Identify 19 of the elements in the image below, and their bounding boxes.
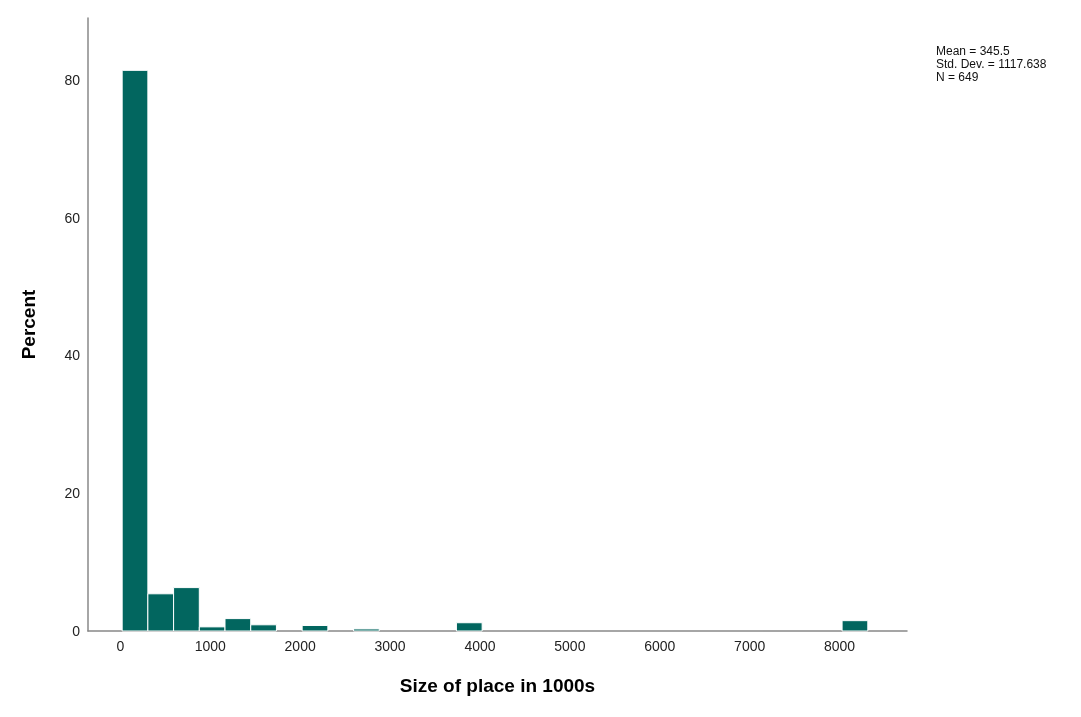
text: Mean = 345.5 [936,44,1011,58]
x-tick-label: 0 [116,638,125,654]
y-tick-label: 40 [64,347,81,364]
x-tick-label: 1000 [194,638,227,654]
y-tick-label: 0 [72,623,81,639]
y-axis-title: Percent [18,288,39,360]
x-tick-label: 4000 [464,638,496,654]
x-tick-label: 6000 [644,638,676,654]
text: N = 649 [936,70,979,84]
x-tick-label: 8000 [824,638,856,654]
x-tick-label: 3000 [374,638,406,654]
x-tick-label: 2000 [284,638,316,654]
y-tick-label: 80 [64,71,81,88]
y-tick-label: 20 [64,485,81,502]
x-tick-label: 7000 [734,638,766,654]
x-axis-title: Size of place in 1000s [399,675,596,696]
y-tick-label: 60 [64,209,81,226]
text: Std. Dev. = 1117.638 [936,57,1047,71]
x-tick-label: 5000 [554,638,586,654]
